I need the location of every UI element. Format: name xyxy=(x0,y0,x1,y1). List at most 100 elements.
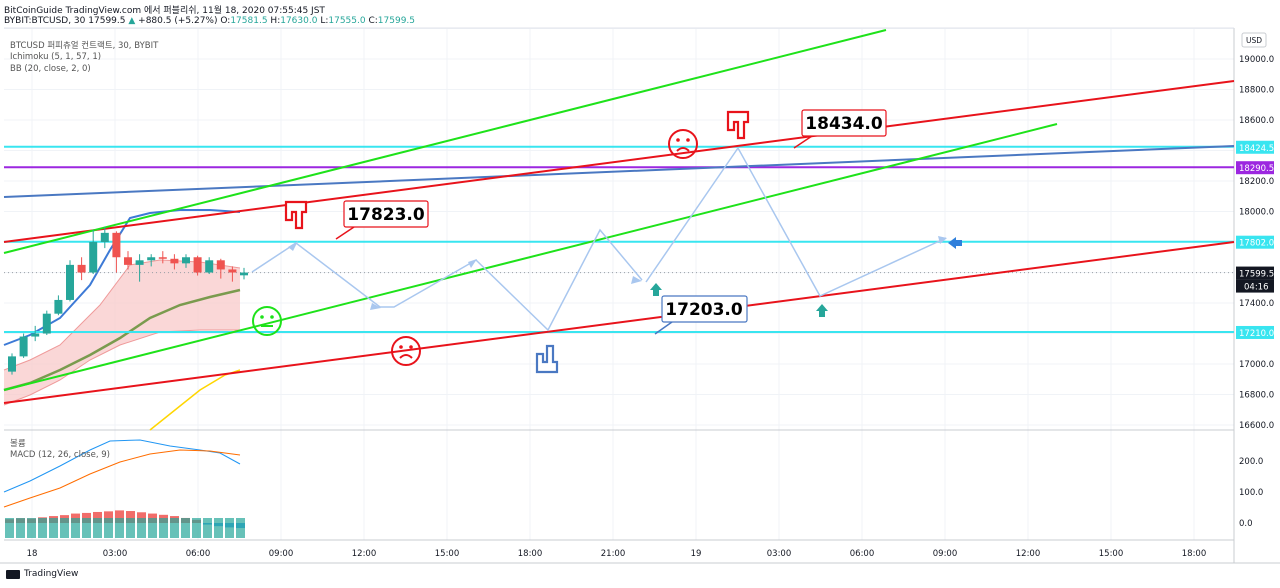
macd-histogram-bar xyxy=(82,512,91,523)
sad-face-icon-eye xyxy=(676,138,680,142)
candle-body[interactable] xyxy=(66,264,74,300)
macd-histogram-bar xyxy=(104,511,113,523)
signal-line xyxy=(3,449,241,508)
volume-bar xyxy=(148,518,157,538)
candle-body[interactable] xyxy=(31,333,40,337)
last-price: 17599.5 xyxy=(88,16,126,26)
y-tick-label: 18000.0 xyxy=(1239,208,1274,218)
projection-arrowhead xyxy=(468,259,477,268)
macd-tick-label: 200.0 xyxy=(1239,457,1263,467)
channel-bottom-green[interactable] xyxy=(3,123,1058,391)
channel-top-green[interactable] xyxy=(3,29,887,254)
x-tick-label: 09:00 xyxy=(933,549,958,559)
target-17203-label: 17203.0 xyxy=(665,300,743,320)
price-tag xyxy=(1236,235,1274,249)
candle-body[interactable] xyxy=(170,258,179,264)
volume-bar xyxy=(60,518,69,538)
legend-bb[interactable]: BB (20, close, 2, 0) xyxy=(10,64,91,74)
candle-body[interactable] xyxy=(89,242,98,273)
sad-face-icon xyxy=(668,129,698,159)
candle-body[interactable] xyxy=(42,313,51,334)
volume-bar xyxy=(159,518,168,538)
candle-body[interactable] xyxy=(135,260,144,265)
target-18434-label: 18434.0 xyxy=(805,114,883,134)
tradingview-brand: TradingView xyxy=(24,569,79,579)
macd-histogram-bar xyxy=(115,510,124,523)
target-17203-box[interactable] xyxy=(661,295,748,323)
price-pane[interactable] xyxy=(4,28,1234,430)
candle-body[interactable] xyxy=(8,356,16,372)
projection-arrowhead xyxy=(631,276,642,284)
x-tick-label: 18:00 xyxy=(1182,549,1207,559)
volume-bar xyxy=(16,518,25,538)
sad-face-icon-mouth xyxy=(676,147,690,152)
volume-bar xyxy=(225,518,234,538)
x-tick-label: 09:00 xyxy=(269,549,294,559)
x-tick-label: 12:00 xyxy=(1016,549,1041,559)
high-label: H: xyxy=(270,16,281,26)
target-17823-box[interactable] xyxy=(343,200,429,228)
volume-bar xyxy=(126,518,135,538)
up-arrow-icon: ▲ xyxy=(128,16,136,26)
volume-bar xyxy=(192,518,201,538)
x-tick-label: 18 xyxy=(27,549,38,559)
sad-face-icon-eye xyxy=(686,138,690,142)
candle-body[interactable] xyxy=(124,257,132,265)
candle-body[interactable] xyxy=(147,257,156,261)
x-tick-label: 03:00 xyxy=(103,549,128,559)
buy-arrow-icon xyxy=(650,283,662,296)
buy-arrow-icon xyxy=(816,304,828,317)
pointing-hand-down-icon-shape xyxy=(726,110,750,140)
pointing-hand-down-icon xyxy=(284,200,308,230)
tradingview-logo[interactable]: TradingView xyxy=(6,569,78,579)
currency-badge[interactable] xyxy=(1241,32,1267,48)
price-change: +880.5 (+5.27%) xyxy=(138,16,218,26)
projection-arrowhead xyxy=(288,241,298,251)
legend-volume[interactable]: 볼륨 xyxy=(10,439,26,449)
y-tick-label: 18800.0 xyxy=(1239,86,1274,96)
volume-bar xyxy=(203,518,212,538)
countdown-tag xyxy=(1236,279,1274,293)
legend-macd[interactable]: MACD (12, 26, close, 9) xyxy=(10,450,110,460)
candle-body[interactable] xyxy=(77,264,86,273)
trendline-blue[interactable] xyxy=(3,145,1235,198)
candle-body[interactable] xyxy=(158,257,167,259)
cloud-upper-edge xyxy=(3,259,241,371)
candle-body[interactable] xyxy=(240,272,248,276)
price-tag-label: 17802.0 xyxy=(1239,239,1274,249)
neutral-face-icon xyxy=(252,306,282,336)
candle-body[interactable] xyxy=(228,269,237,273)
channel-bottom-red[interactable] xyxy=(3,241,1235,404)
candle-body[interactable] xyxy=(193,257,202,273)
y-tick-label: 17000.0 xyxy=(1239,360,1274,370)
channel-top-red[interactable] xyxy=(3,80,1235,243)
candle-body[interactable] xyxy=(205,260,214,273)
volume-bar xyxy=(137,518,146,538)
legend-ichimoku[interactable]: Ichimoku (5, 1, 57, 1) xyxy=(10,52,102,62)
target-18434-box[interactable] xyxy=(801,109,887,137)
target-17203-pointer xyxy=(654,321,673,335)
candle-body[interactable] xyxy=(182,257,190,264)
volume-bar xyxy=(27,518,36,538)
candle-body[interactable] xyxy=(100,232,109,242)
y-tick-label: 17400.0 xyxy=(1239,299,1274,309)
open-value: 17581.5 xyxy=(230,16,268,26)
candle-body[interactable] xyxy=(216,260,225,270)
volume-bar xyxy=(38,518,47,538)
volume-bar xyxy=(82,518,91,538)
macd-line xyxy=(3,439,241,493)
pointing-hand-up-icon-shape xyxy=(535,344,559,374)
candle-body[interactable] xyxy=(54,299,63,314)
open-label: O: xyxy=(220,16,231,26)
publish-header: BitCoinGuide TradingView.com 에서 퍼블리쉬, 11… xyxy=(4,3,325,16)
low-label: L: xyxy=(320,16,329,26)
x-tick-label: 12:00 xyxy=(352,549,377,559)
cloud-lower-edge xyxy=(3,329,240,406)
price-tag-label: 18424.5 xyxy=(1239,144,1274,154)
candle-body[interactable] xyxy=(19,336,28,357)
macd-histogram-bar xyxy=(93,511,102,523)
y-tick-label: 19000.0 xyxy=(1239,55,1274,65)
sad-face-icon-mouth xyxy=(399,354,413,359)
candle-body[interactable] xyxy=(112,232,121,258)
